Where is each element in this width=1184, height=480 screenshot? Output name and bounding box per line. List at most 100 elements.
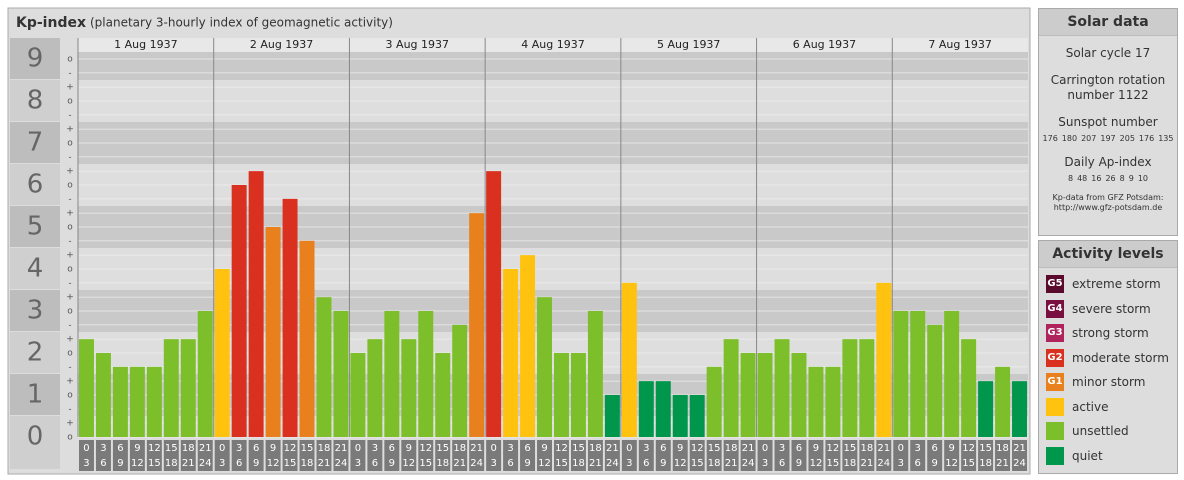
hour-label-bg: [774, 440, 790, 471]
day-label: 7 Aug 1937: [928, 38, 991, 51]
chart: Kp-index (planetary 3-hourly index of ge…: [7, 7, 1031, 475]
ap-values: 8 48 16 26 8 9 10: [1039, 174, 1177, 183]
bar: [638, 381, 654, 437]
activity-panel: Activity levels G5 extreme storm G4 severe …: [1038, 240, 1178, 474]
bar: [503, 269, 519, 437]
day-label: 2 Aug 1937: [250, 38, 313, 51]
hour-label: 18: [436, 458, 449, 469]
hour-label: 3: [779, 443, 785, 454]
source: Kp-data from GFZ Potsdam: http://www.gfz-…: [1039, 193, 1177, 213]
hour-label: 21: [589, 458, 602, 469]
hour-label: 15: [301, 443, 314, 454]
hour-label: 9: [524, 458, 530, 469]
minor-tick-label: +: [66, 125, 74, 135]
hour-label: 21: [996, 458, 1009, 469]
hour-label: 21: [606, 443, 619, 454]
hour-label: 18: [318, 443, 331, 454]
bar: [944, 311, 960, 437]
hour-label-bg: [587, 440, 603, 471]
bar: [231, 185, 247, 437]
bar: [469, 213, 485, 437]
hour-label-bg: [333, 440, 349, 471]
y-tick-label: 2: [27, 338, 44, 368]
hour-label: 21: [199, 443, 212, 454]
hour-label: 18: [996, 443, 1009, 454]
hour-label: 12: [419, 443, 432, 454]
minor-tick-label: -: [68, 110, 71, 120]
hour-label: 6: [915, 458, 921, 469]
minor-tick-label: o: [67, 139, 73, 149]
y-band: [78, 52, 1028, 80]
level-name: quiet: [1072, 448, 1103, 463]
minor-tick-label: +: [66, 251, 74, 261]
hour-label-bg: [316, 440, 332, 471]
day-header-bg: [78, 38, 1028, 52]
hour-label: 18: [301, 458, 314, 469]
hour-label-bg: [418, 440, 434, 471]
hour-label: 12: [827, 443, 840, 454]
level-item: active: [1039, 395, 1177, 420]
hour-label-bg: [401, 440, 417, 471]
hour-label: 12: [148, 443, 161, 454]
hour-label: 15: [555, 458, 568, 469]
hour-label: 15: [979, 443, 992, 454]
hour-label-bg: [282, 440, 298, 471]
y-tick-label: 7: [27, 128, 44, 158]
level-swatch: [1046, 446, 1064, 465]
level-item: G5 extreme storm: [1039, 272, 1177, 297]
bar: [333, 311, 349, 437]
hour-label: 21: [860, 458, 873, 469]
minor-tick-label: +: [66, 419, 74, 429]
bar: [995, 366, 1011, 437]
hour-label: 9: [406, 443, 412, 454]
hour-label: 18: [860, 443, 873, 454]
hour-label: 21: [335, 443, 348, 454]
hour-label: 24: [877, 458, 890, 469]
hour-label-bg: [486, 440, 502, 471]
hour-label: 9: [389, 458, 395, 469]
bar: [520, 255, 536, 437]
hour-label: 6: [932, 443, 938, 454]
hour-label-bg: [876, 440, 892, 471]
minor-tick-label: o: [67, 55, 73, 65]
hour-label: 6: [372, 458, 378, 469]
minor-tick-label: o: [67, 265, 73, 275]
hour-label-bg: [825, 440, 841, 471]
bar: [842, 339, 858, 437]
hour-label: 9: [813, 443, 819, 454]
hour-label: 18: [453, 443, 466, 454]
minor-tick-label: +: [66, 377, 74, 387]
hour-label-bg: [146, 440, 162, 471]
hour-label: 15: [436, 443, 449, 454]
hour-label: 15: [419, 458, 432, 469]
hour-label: 9: [932, 458, 938, 469]
bar: [197, 311, 213, 437]
hour-label: 18: [979, 458, 992, 469]
level-item: G1 minor storm: [1039, 370, 1177, 395]
y-band-label-bg: [10, 290, 60, 331]
bar: [808, 366, 824, 437]
hour-label-bg: [859, 440, 875, 471]
hour-label: 3: [762, 458, 768, 469]
hour-label: 12: [555, 443, 568, 454]
hour-label: 6: [236, 458, 242, 469]
hour-label-bg: [791, 440, 807, 471]
day-label: 5 Aug 1937: [657, 38, 720, 51]
level-name: moderate storm: [1072, 350, 1169, 365]
hour-label: 12: [810, 458, 823, 469]
level-name: minor storm: [1072, 375, 1146, 390]
ap-value: 48: [1077, 174, 1088, 183]
level-name: severe storm: [1072, 301, 1151, 316]
hour-label: 3: [236, 443, 242, 454]
bar: [112, 366, 128, 437]
level-item: G3 strong storm: [1039, 321, 1177, 346]
bar: [689, 395, 705, 437]
bar: [587, 311, 603, 437]
minor-tick-label: +: [66, 293, 74, 303]
hour-label: 24: [335, 458, 348, 469]
hour-label: 24: [606, 458, 619, 469]
bar: [876, 282, 892, 437]
sunspot-values: 176 180 207 197 205 176 135: [1039, 134, 1177, 143]
hour-label: 9: [660, 458, 666, 469]
bar: [910, 311, 926, 437]
